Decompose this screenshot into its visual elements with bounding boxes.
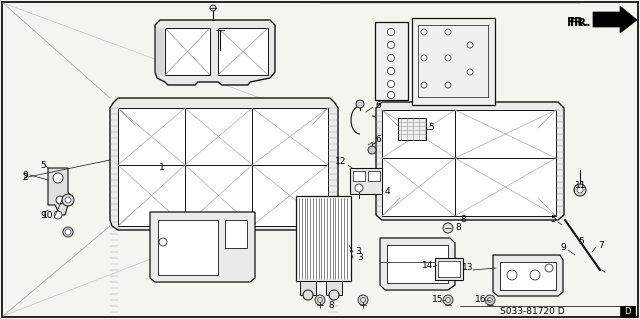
Text: 8: 8 (328, 300, 333, 309)
Bar (500, 262, 556, 290)
Circle shape (65, 197, 71, 203)
Text: 5: 5 (40, 160, 45, 169)
Text: 12: 12 (335, 158, 346, 167)
Circle shape (445, 55, 451, 61)
Polygon shape (593, 6, 637, 33)
Text: 7: 7 (598, 241, 604, 249)
Bar (353, 171, 365, 181)
Circle shape (387, 41, 394, 48)
Text: 9: 9 (560, 243, 566, 253)
Text: 15: 15 (432, 295, 444, 305)
Bar (398, 118, 426, 140)
Circle shape (387, 55, 394, 62)
Circle shape (368, 146, 376, 154)
Circle shape (355, 184, 363, 192)
Circle shape (65, 229, 71, 235)
Text: 14: 14 (422, 261, 433, 270)
Polygon shape (48, 168, 72, 215)
Circle shape (358, 295, 368, 305)
Circle shape (545, 264, 553, 272)
Circle shape (210, 5, 216, 11)
Text: 10: 10 (42, 211, 54, 219)
Bar (118, 108, 328, 226)
Bar (225, 220, 247, 248)
Circle shape (467, 42, 473, 48)
Text: 13: 13 (462, 263, 474, 271)
Polygon shape (218, 28, 268, 75)
Bar (350, 168, 382, 194)
Text: 9: 9 (40, 211, 45, 219)
Text: 4: 4 (385, 188, 390, 197)
Circle shape (62, 194, 74, 206)
Polygon shape (150, 212, 255, 282)
Circle shape (467, 69, 473, 75)
Bar (300, 281, 316, 295)
Bar (326, 281, 342, 295)
Circle shape (329, 290, 339, 300)
Polygon shape (375, 22, 408, 100)
Circle shape (530, 270, 540, 280)
Circle shape (159, 238, 167, 246)
Text: 2: 2 (22, 173, 28, 182)
Circle shape (387, 68, 394, 75)
Circle shape (63, 227, 73, 237)
Circle shape (421, 29, 427, 35)
Bar (296, 196, 351, 281)
Circle shape (315, 295, 325, 305)
Text: 16: 16 (475, 295, 486, 305)
Text: 5: 5 (550, 216, 556, 225)
Circle shape (577, 187, 583, 193)
Polygon shape (493, 255, 563, 296)
Circle shape (303, 290, 313, 300)
Text: 9: 9 (22, 170, 28, 180)
Polygon shape (155, 20, 275, 85)
Circle shape (445, 29, 451, 35)
Circle shape (507, 270, 517, 280)
Text: 3: 3 (357, 254, 363, 263)
Text: 11: 11 (575, 181, 586, 189)
Text: FR.: FR. (570, 18, 591, 28)
Text: 8: 8 (460, 216, 466, 225)
Text: D: D (624, 308, 630, 316)
Text: FR.: FR. (567, 16, 589, 29)
Circle shape (387, 28, 394, 35)
Circle shape (387, 80, 394, 87)
Circle shape (54, 211, 62, 219)
Bar (382, 110, 556, 216)
Bar (387, 245, 448, 283)
Polygon shape (376, 102, 564, 220)
Bar (418, 25, 488, 97)
Text: 6: 6 (375, 100, 381, 109)
Bar (158, 220, 218, 275)
Circle shape (445, 82, 451, 88)
Text: 5: 5 (578, 238, 584, 247)
Circle shape (485, 295, 495, 305)
Circle shape (56, 196, 64, 204)
Polygon shape (412, 18, 495, 105)
Bar (368, 171, 380, 181)
Circle shape (387, 92, 394, 99)
Circle shape (356, 100, 364, 108)
Text: 5: 5 (428, 123, 434, 132)
Polygon shape (110, 98, 338, 230)
Text: 6: 6 (375, 136, 381, 145)
Circle shape (443, 295, 453, 305)
Text: 1: 1 (159, 164, 165, 173)
Bar (435, 258, 463, 280)
Polygon shape (380, 238, 455, 290)
Circle shape (421, 82, 427, 88)
Text: 8: 8 (455, 224, 461, 233)
Text: S033-81720 D: S033-81720 D (500, 308, 564, 316)
Bar (438, 261, 460, 277)
Circle shape (421, 55, 427, 61)
Circle shape (574, 184, 586, 196)
Circle shape (53, 173, 63, 183)
Text: 3: 3 (355, 248, 361, 256)
Circle shape (443, 223, 453, 233)
Bar (620, 306, 635, 317)
Polygon shape (165, 28, 210, 75)
